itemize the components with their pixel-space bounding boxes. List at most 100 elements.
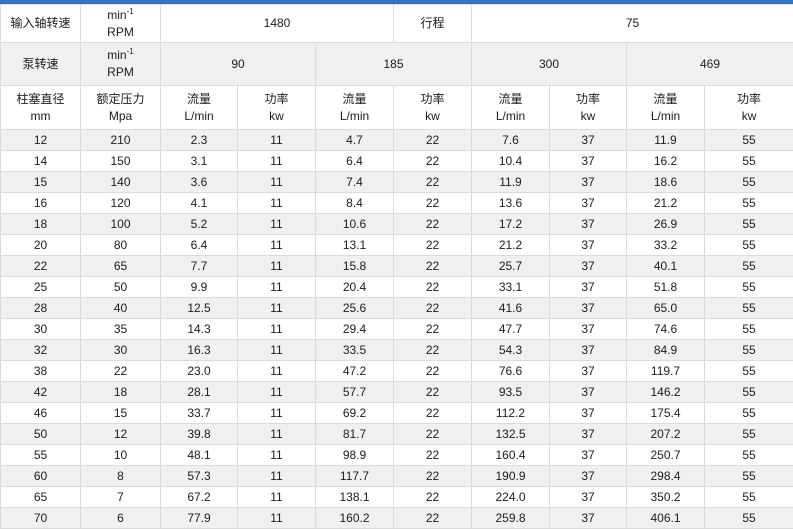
pressure-cell: 50 [81, 277, 161, 298]
diameter-cell: 12 [1, 130, 81, 151]
flow-cell: 13.6 [472, 193, 550, 214]
flow-cell: 84.9 [627, 340, 705, 361]
power-cell: 11 [238, 382, 316, 403]
power-cell: 55 [705, 151, 793, 172]
flow-cell: 76.6 [472, 361, 550, 382]
flow-cell: 33.1 [472, 277, 550, 298]
power-cell: 37 [550, 214, 627, 235]
power-cell: 37 [550, 235, 627, 256]
flow-cell: 117.7 [316, 466, 394, 487]
flow-cell: 112.2 [472, 403, 550, 424]
unit-superscript: -1 [127, 7, 134, 16]
flow-cell: 33.7 [161, 403, 238, 424]
flow-cell: 132.5 [472, 424, 550, 445]
diameter-cell: 16 [1, 193, 81, 214]
power-cell: 11 [238, 340, 316, 361]
power-cell: 11 [238, 130, 316, 151]
pressure-cell: 8 [81, 466, 161, 487]
col-header-flow-label: 流量 [498, 92, 522, 106]
power-cell: 11 [238, 361, 316, 382]
flow-cell: 77.9 [161, 508, 238, 529]
flow-cell: 224.0 [472, 487, 550, 508]
power-cell: 22 [394, 319, 472, 340]
col-header-flow-1: 流量 L/min [161, 86, 238, 130]
pressure-cell: 65 [81, 256, 161, 277]
flow-cell: 119.7 [627, 361, 705, 382]
pressure-cell: 15 [81, 403, 161, 424]
power-cell: 22 [394, 277, 472, 298]
input-speed-label: 输入轴转速 [1, 5, 81, 43]
flow-cell: 74.6 [627, 319, 705, 340]
flow-cell: 175.4 [627, 403, 705, 424]
pressure-cell: 22 [81, 361, 161, 382]
power-cell: 11 [238, 193, 316, 214]
flow-cell: 69.2 [316, 403, 394, 424]
power-cell: 22 [394, 424, 472, 445]
col-header-flow-label: 流量 [653, 92, 677, 106]
col-header-flow-label: 流量 [187, 92, 211, 106]
power-cell: 11 [238, 172, 316, 193]
power-cell: 22 [394, 130, 472, 151]
power-cell: 55 [705, 508, 793, 529]
power-cell: 22 [394, 298, 472, 319]
flow-cell: 250.7 [627, 445, 705, 466]
power-cell: 22 [394, 466, 472, 487]
power-cell: 55 [705, 445, 793, 466]
flow-cell: 10.4 [472, 151, 550, 172]
power-cell: 37 [550, 424, 627, 445]
flow-cell: 259.8 [472, 508, 550, 529]
diameter-cell: 60 [1, 466, 81, 487]
col-header-diameter: 柱塞直径 mm [1, 86, 81, 130]
col-header-power-label: 功率 [420, 92, 444, 106]
diameter-cell: 50 [1, 424, 81, 445]
power-cell: 55 [705, 466, 793, 487]
pressure-cell: 6 [81, 508, 161, 529]
flow-cell: 12.5 [161, 298, 238, 319]
pressure-cell: 140 [81, 172, 161, 193]
diameter-cell: 55 [1, 445, 81, 466]
power-cell: 11 [238, 487, 316, 508]
power-cell: 11 [238, 277, 316, 298]
col-header-power-label: 功率 [576, 92, 600, 106]
flow-cell: 207.2 [627, 424, 705, 445]
power-cell: 55 [705, 319, 793, 340]
pressure-cell: 100 [81, 214, 161, 235]
flow-cell: 51.8 [627, 277, 705, 298]
power-cell: 37 [550, 382, 627, 403]
unit-rpm: RPM [107, 25, 134, 39]
diameter-cell: 28 [1, 298, 81, 319]
diameter-cell: 42 [1, 382, 81, 403]
pressure-cell: 120 [81, 193, 161, 214]
power-cell: 11 [238, 445, 316, 466]
col-header-diameter-unit: mm [31, 109, 51, 123]
flow-cell: 20.4 [316, 277, 394, 298]
flow-cell: 47.7 [472, 319, 550, 340]
col-header-flow-unit: L/min [184, 109, 213, 123]
power-cell: 11 [238, 424, 316, 445]
power-cell: 55 [705, 235, 793, 256]
flow-cell: 9.9 [161, 277, 238, 298]
power-cell: 55 [705, 277, 793, 298]
diameter-cell: 14 [1, 151, 81, 172]
flow-cell: 47.2 [316, 361, 394, 382]
flow-cell: 41.6 [472, 298, 550, 319]
unit-rpm: RPM [107, 65, 134, 79]
col-header-diameter-label: 柱塞直径 [16, 92, 64, 106]
power-cell: 37 [550, 319, 627, 340]
power-cell: 22 [394, 235, 472, 256]
flow-cell: 26.9 [627, 214, 705, 235]
pump-speed-label: 泵转速 [1, 43, 81, 86]
